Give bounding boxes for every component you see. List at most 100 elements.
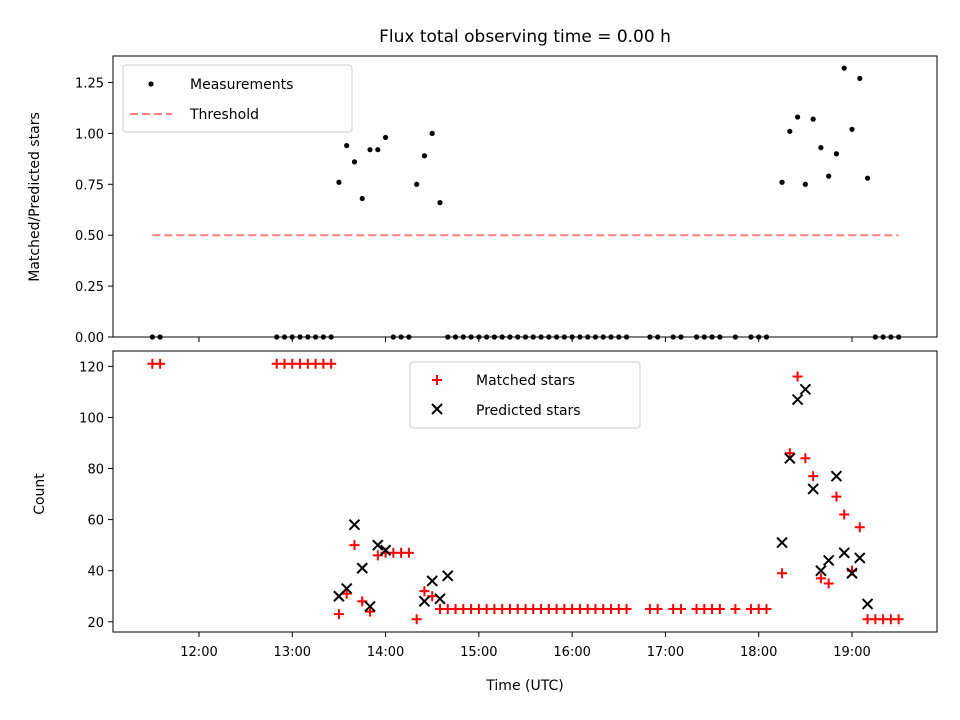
matched-star-point xyxy=(621,604,632,615)
bottom-plot-area xyxy=(147,358,904,625)
measurement-point xyxy=(359,195,365,202)
measurement-point xyxy=(818,145,824,151)
predicted-star-point xyxy=(426,575,438,587)
top-legend: Measurements Threshold xyxy=(122,64,353,133)
predicted-star-point xyxy=(861,598,874,610)
measurement-point xyxy=(367,147,373,153)
measurement-point xyxy=(787,128,793,134)
predicted-star-point xyxy=(418,595,431,608)
matched-star-point xyxy=(155,358,166,369)
measurement-point xyxy=(375,147,381,153)
bottom-panel: 20 40 60 80 100 120 12:00 13:00 14:00 15:00 16:00… xyxy=(32,350,938,694)
matched-star-point xyxy=(800,453,811,464)
predicted-star-point xyxy=(434,593,446,605)
measurement-point xyxy=(833,151,840,157)
x-tick-label: 12:00 xyxy=(180,645,217,660)
matched-star-point xyxy=(403,547,414,558)
measurements-legend-marker xyxy=(148,81,154,87)
top-x-ticks xyxy=(198,337,853,342)
measurement-point xyxy=(421,153,428,159)
predicted-star-point xyxy=(846,567,858,579)
y-tick-label: 120 xyxy=(79,360,104,375)
predicted-star-point xyxy=(791,393,804,406)
x-tick-label: 17:00 xyxy=(647,645,684,660)
y-tick-label: 60 xyxy=(87,514,104,529)
top-legend-box xyxy=(122,64,353,133)
threshold-legend-label: Threshold xyxy=(189,107,259,123)
matched-star-point xyxy=(815,573,826,584)
matched-star-point xyxy=(893,614,904,625)
matched-stars-legend-label: Matched stars xyxy=(476,373,575,389)
matched-star-point xyxy=(652,604,663,615)
bottom-legend-box xyxy=(409,361,641,429)
predicted-star-point xyxy=(372,539,384,551)
x-tick-label: 15:00 xyxy=(460,645,497,660)
predicted-star-point xyxy=(807,483,819,495)
y-tick-label: 1.25 xyxy=(75,76,104,91)
predicted-stars-legend-marker xyxy=(431,403,443,415)
matched-star-point xyxy=(831,491,842,502)
measurement-point xyxy=(336,179,342,185)
measurement-point xyxy=(849,126,855,132)
measurement-point xyxy=(429,130,435,136)
y-tick-label: 0.25 xyxy=(75,280,104,295)
bottom-legend: Matched stars Predicted stars xyxy=(409,361,641,429)
bottom-y-ticks: 20 40 60 80 100 120 xyxy=(79,360,113,631)
y-tick-label: 40 xyxy=(87,565,104,580)
predicted-star-point xyxy=(364,600,376,613)
bottom-x-ticks: 12:00 13:00 14:00 15:00 16:00 17:00 18:00 19:00 xyxy=(180,632,871,660)
matched-star-point xyxy=(823,578,834,589)
matched-stars-legend-marker xyxy=(432,375,442,385)
measurement-point xyxy=(841,65,847,71)
matched-star-point xyxy=(333,609,344,620)
matched-star-point xyxy=(777,568,788,579)
measurement-point xyxy=(437,200,443,206)
x-tick-label: 14:00 xyxy=(367,645,404,660)
y-tick-label: 0.50 xyxy=(75,229,104,244)
predicted-star-point xyxy=(348,519,361,531)
matched-star-point xyxy=(349,540,360,551)
top-panel: 0.00 0.25 0.50 0.75 1.00 1.25 Matched/Predict… xyxy=(27,55,938,346)
matched-star-point xyxy=(839,509,850,520)
top-chart-title: Flux total observing time = 0.00 h xyxy=(379,27,671,47)
top-plot-area xyxy=(149,65,902,340)
x-axis-label: Time (UTC) xyxy=(485,678,563,694)
matched-star-point xyxy=(730,604,741,615)
y-tick-label: 100 xyxy=(79,411,104,426)
predicted-star-point xyxy=(822,554,835,567)
matched-star-point xyxy=(365,606,376,617)
x-tick-label: 18:00 xyxy=(740,645,777,660)
y-tick-label: 0.75 xyxy=(75,178,104,193)
bottom-axes-frame xyxy=(112,350,938,633)
bottom-y-axis-label: Count xyxy=(32,473,48,515)
measurement-point xyxy=(810,116,816,122)
predicted-star-point xyxy=(854,552,866,564)
matched-star-point xyxy=(854,522,865,533)
predicted-star-point xyxy=(799,383,812,396)
predicted-stars-legend-label: Predicted stars xyxy=(476,403,581,419)
matched-star-point xyxy=(419,586,430,597)
measurement-point xyxy=(802,181,808,187)
matched-star-point xyxy=(675,604,686,615)
y-tick-label: 80 xyxy=(87,463,104,478)
predicted-star-point xyxy=(442,570,454,582)
measurement-point xyxy=(779,179,785,185)
predicted-star-point xyxy=(356,562,368,574)
matched-star-point xyxy=(714,604,725,615)
measurement-point xyxy=(414,181,420,187)
y-tick-label: 20 xyxy=(87,616,104,631)
matched-star-point xyxy=(761,604,772,615)
predicted-star-point xyxy=(776,536,788,549)
predicted-star-point xyxy=(784,452,796,464)
predicted-star-point xyxy=(830,470,843,482)
measurement-point xyxy=(864,175,871,181)
y-tick-label: 0.00 xyxy=(75,331,104,346)
x-tick-label: 13:00 xyxy=(274,645,311,660)
matched-star-point xyxy=(784,448,795,459)
x-tick-label: 16:00 xyxy=(553,645,590,660)
matched-star-point xyxy=(808,471,819,482)
matched-star-point xyxy=(341,588,352,599)
measurement-point xyxy=(794,114,801,120)
top-axes-frame xyxy=(112,55,938,338)
